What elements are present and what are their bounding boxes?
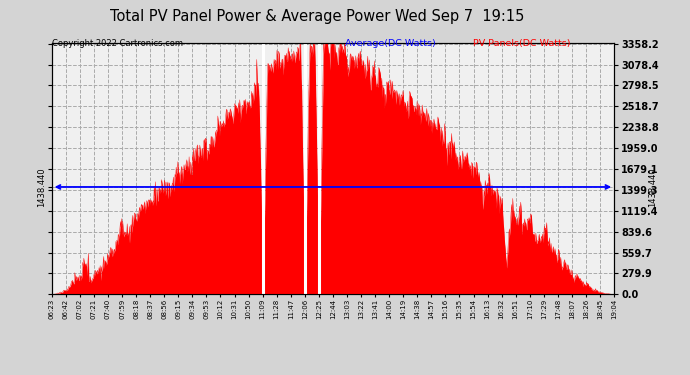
Text: Copyright 2022 Cartronics.com: Copyright 2022 Cartronics.com [52,39,183,48]
Text: PV Panels(DC Watts): PV Panels(DC Watts) [473,39,570,48]
Text: Average(DC Watts): Average(DC Watts) [345,39,436,48]
Text: Total PV Panel Power & Average Power Wed Sep 7  19:15: Total PV Panel Power & Average Power Wed… [110,9,524,24]
Text: 1438.440: 1438.440 [649,167,658,207]
